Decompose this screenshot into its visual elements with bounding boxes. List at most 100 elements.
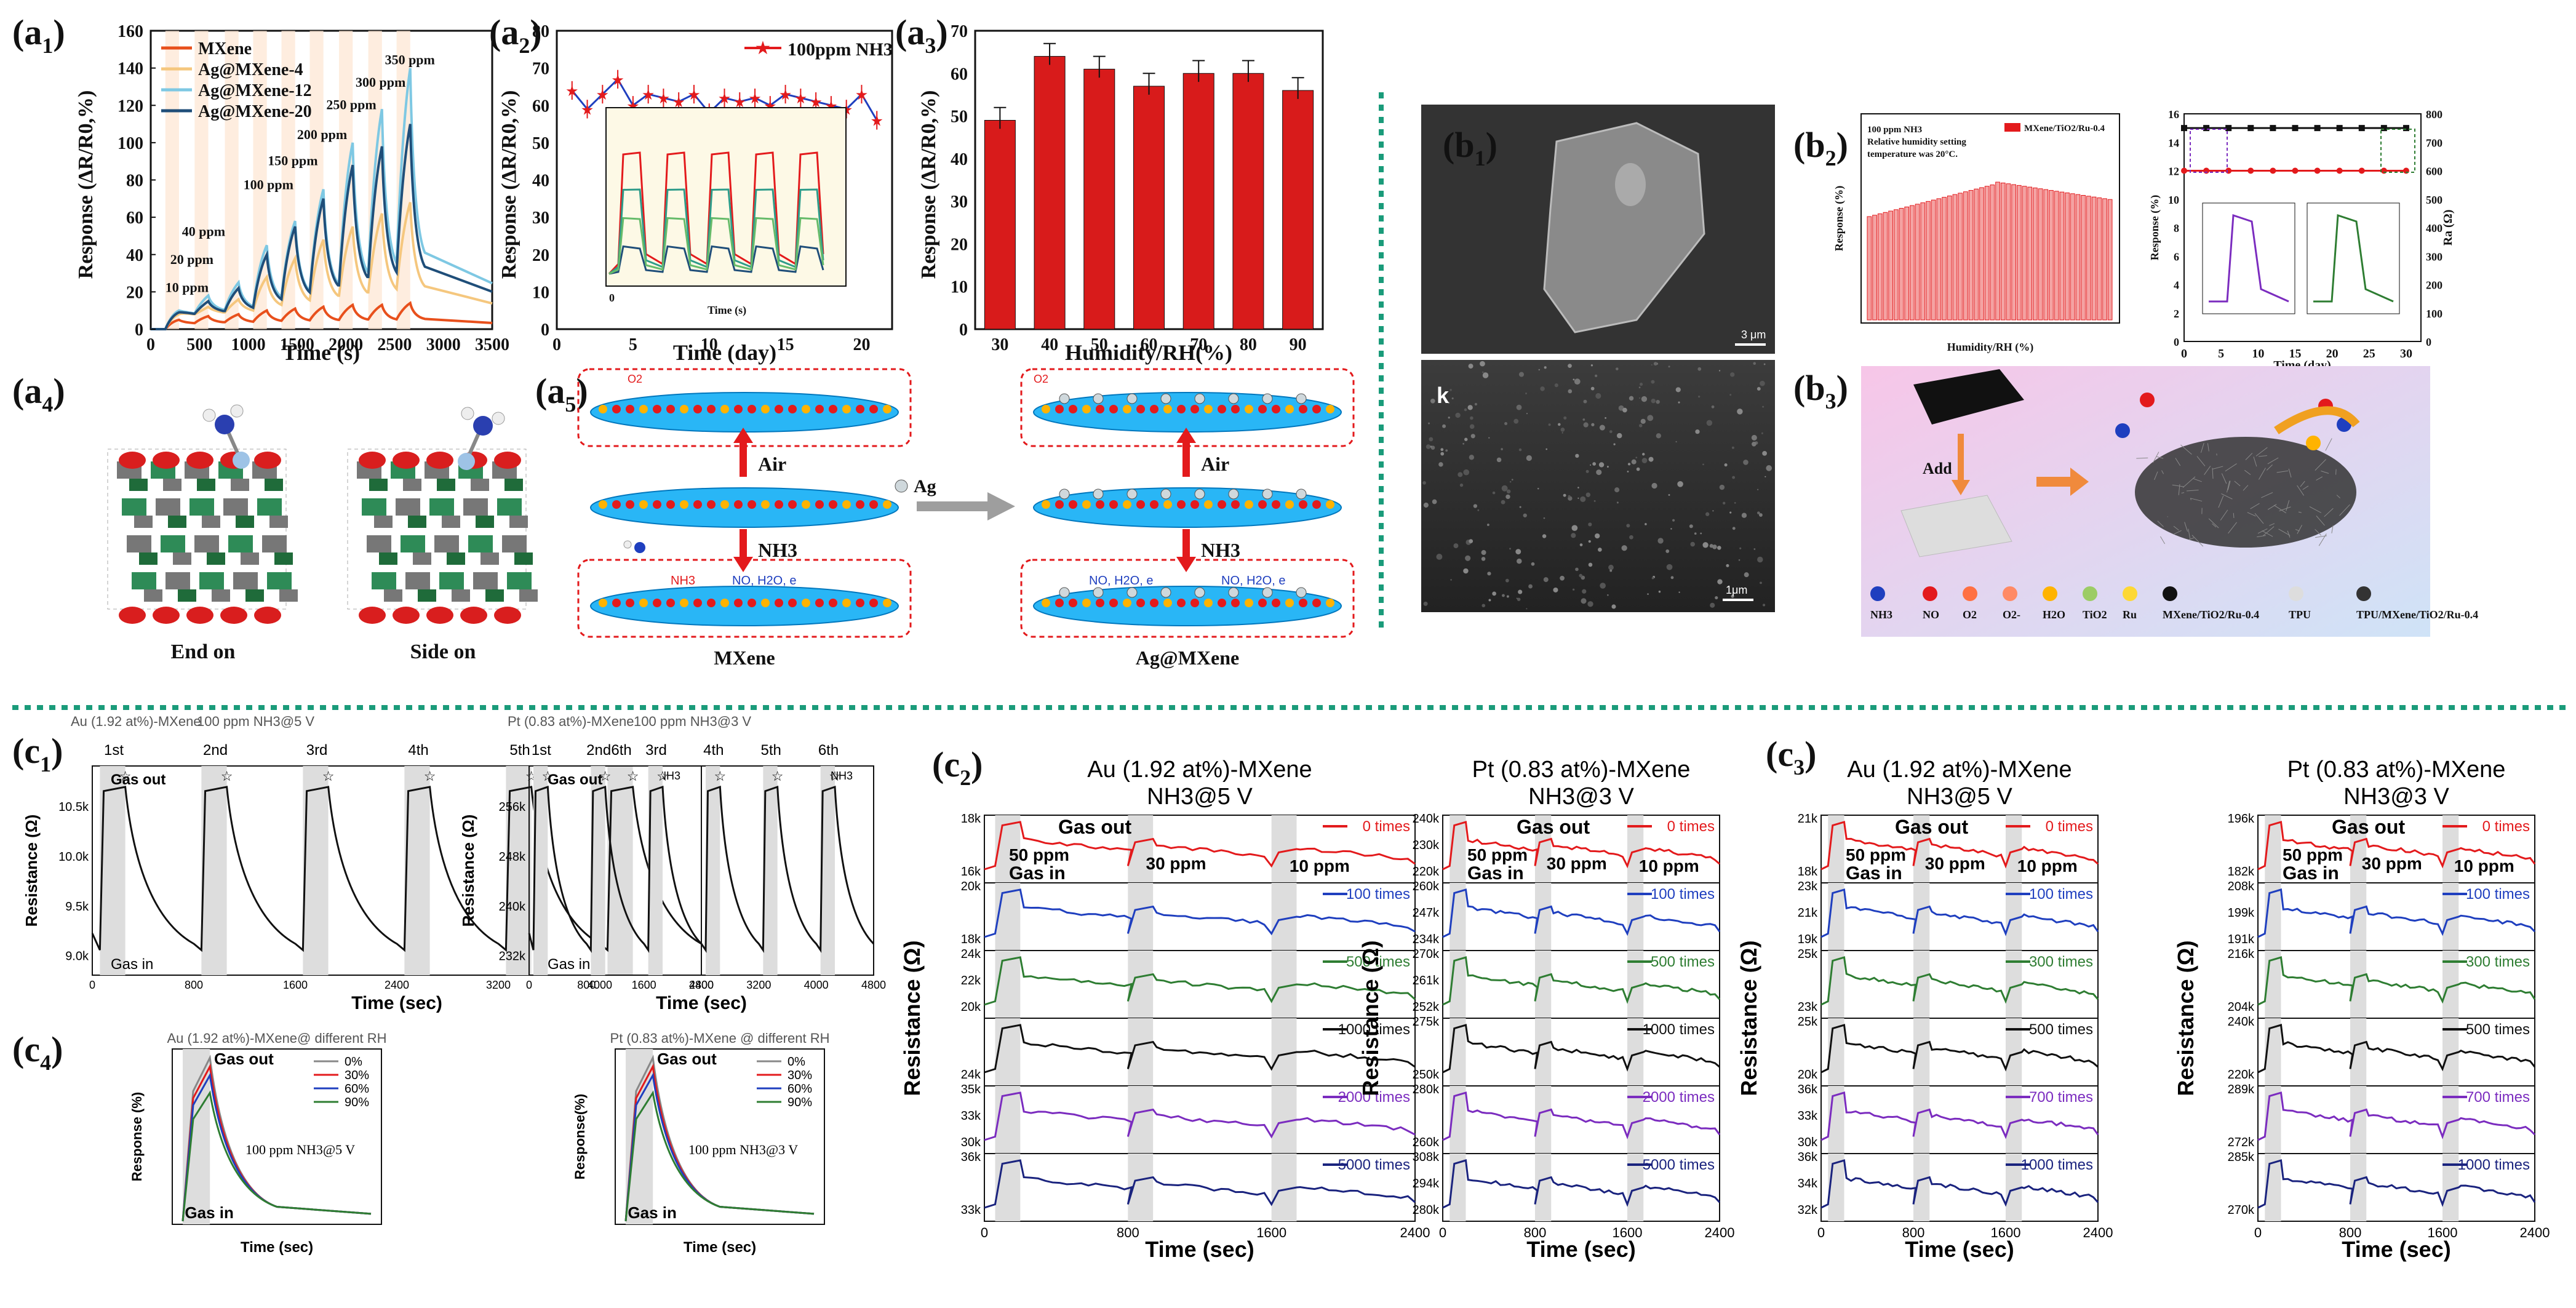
b3-molecule-0 [2140,393,2155,407]
a3-ytick-1: 10 [951,278,968,297]
right-band-1 [591,766,605,975]
panel-letter-a2: (a [489,12,519,52]
c2.p1-band-3-0 [995,1018,1021,1086]
a1-xtick-6: 3000 [426,335,461,354]
c3.p2-yt-5-0: 270k [2228,1203,2255,1217]
panel-a5: (a5) Air NH3 Air NH3 Ag MXene Ag@MXene O… [535,368,1355,669]
c2.p1-yt-0-0: 16k [961,865,981,879]
c2.p1-yt-0-1: 18k [961,812,981,826]
right-title1: Pt (0.83 at%)-MXene [508,714,634,729]
c3.p2-yt-3-0: 220k [2228,1068,2255,1082]
b3-molecule-2 [2306,436,2321,450]
b2-right-ticks: 0 5 10 15 20 25 300246810121416010020030040050… [2168,108,2442,361]
b2-y2t-2: 200 [2426,279,2442,292]
c3.p1-xt-1: 800 [1902,1225,1925,1240]
a1-ytick-2: 40 [126,246,143,265]
c2.p1-band-4-1 [1128,1086,1154,1154]
c3.p2-yt-2-1: 216k [2228,947,2255,961]
a3-bar-3 [1133,86,1165,330]
a1-ann-7: 300 ppm [356,74,405,90]
a2-ytick-8: 80 [532,22,549,41]
b2-yt-7: 14 [2168,137,2179,149]
c2.p2-yt-1-1: 247k [1413,906,1440,920]
c2.p1-series-5 [984,1159,1416,1209]
c2.p2-yt-2-0: 252k [1413,1000,1440,1014]
c2.p1-xt-3: 2400 [1400,1225,1430,1240]
panel-letter-c3: (c [1766,734,1793,774]
b2-bar-26 [2006,183,2011,321]
a5-arrow-nh3-right [1182,529,1190,563]
panel-sub-c4: 4 [40,1050,51,1075]
b2-y2t-3: 300 [2426,250,2442,263]
a1-ytick-8: 160 [118,22,143,41]
b2-yt-0: 0 [2174,336,2179,348]
a2-ytick-3: 30 [532,209,549,228]
b2-bar-17 [1958,193,1963,321]
b2-y2t-8: 800 [2426,108,2442,121]
c2.p2-yt-3-0: 250k [1413,1068,1440,1082]
a1-ann-6: 250 ppm [326,97,376,112]
c2.p1-band-1-1 [1128,883,1154,951]
right-gasin: Gas in [548,956,590,973]
b2-bar-43 [2097,197,2102,321]
c3.p1-yt-1-1: 21k [1798,906,1818,920]
b2-bar-7 [1904,206,1910,321]
a2-point-0: ★ [565,83,579,100]
c2.p1-legend-5: 5000 times [1338,1157,1410,1173]
a5-ag-arrow [917,501,991,511]
a3-xtick-4: 70 [1190,335,1207,354]
c3.p1-yt-0-1: 21k [1798,812,1818,826]
c2.p1-series-3 [984,1024,1416,1074]
a1-ytick-0: 0 [135,321,143,340]
c2.p2-yt-0-0: 220k [1413,865,1440,879]
b2-bar-12 [1931,199,1936,321]
c3.p1-xt-2: 1600 [1991,1225,2021,1240]
b2-bar-31 [2033,187,2038,321]
b3-main-arrow [2036,477,2073,487]
b2-y2t-6: 600 [2426,165,2442,178]
c3.p2-series-0 [2257,821,2536,871]
b2-note-2: Relative humidity setting [1867,137,1966,147]
c3.p2-xt-3: 2400 [2520,1225,2550,1240]
a2-point-15: ★ [794,90,808,107]
a1-legend-3: Ag@MXene-20 [198,102,312,121]
left-gasout-star-1: ☆ [221,768,233,784]
right-cycle-4: 5th [760,742,781,759]
a2-yticks: 0 10 20 30 40 50 60 70 80 [532,22,549,340]
left-cycle-2: 3rd [306,742,328,759]
c3.p1-yt-4-2: 36k [1798,1083,1818,1096]
c2.p1-band-0-0 [995,815,1021,883]
c3.p1-legend-3: 500 times [2029,1021,2093,1038]
c2.p2-yt-2-1: 261k [1413,974,1440,987]
b3-legend-icon-7 [2163,586,2177,601]
right-rh-line-3 [624,1090,815,1222]
b3-molecule-4 [2115,423,2130,438]
c3.p1-p50: 50 ppm [1846,845,1906,864]
b2-inset-2 [2307,202,2400,314]
c3.p1-yt-2-0: 23k [1798,1000,1818,1014]
a3-xticks: 30 40 50 60 70 80 90 [991,335,1306,354]
panel-sub-c3: 3 [1793,755,1804,780]
a2-inset-line-0 [608,245,824,275]
a2-legend-star: ★ [755,38,772,58]
c3.p2-title1: Pt (0.83 at%)-MXene [2287,757,2506,783]
b3-legend-icon-2 [1963,586,1977,601]
b2-bar-30 [2027,186,2033,321]
c2.p2-p50: 50 ppm [1467,845,1528,864]
a2-xtick-3: 15 [777,335,794,354]
b2-bar-32 [2038,188,2043,321]
c2.p1-band-2-0 [995,951,1021,1018]
panel-a4: (a4) End on Side on [12,371,538,663]
b2-bar-14 [1942,197,1947,321]
b2-left-axes [1860,113,2120,324]
c3.p2-yt-0-0: 182k [2228,865,2255,879]
panel-label-c2: (c2) [932,744,983,790]
c3.p2-legend-4: 700 times [2466,1089,2530,1106]
a5-o2-left: O2 [628,373,642,385]
b2-bar-28 [2016,185,2022,321]
left-legend-0: 0% [345,1055,362,1069]
right-line [528,785,875,953]
panel-letter-a5: (a [535,371,565,411]
b2-y2t-0: 0 [2426,336,2431,348]
b2-bar-19 [1968,189,1974,321]
